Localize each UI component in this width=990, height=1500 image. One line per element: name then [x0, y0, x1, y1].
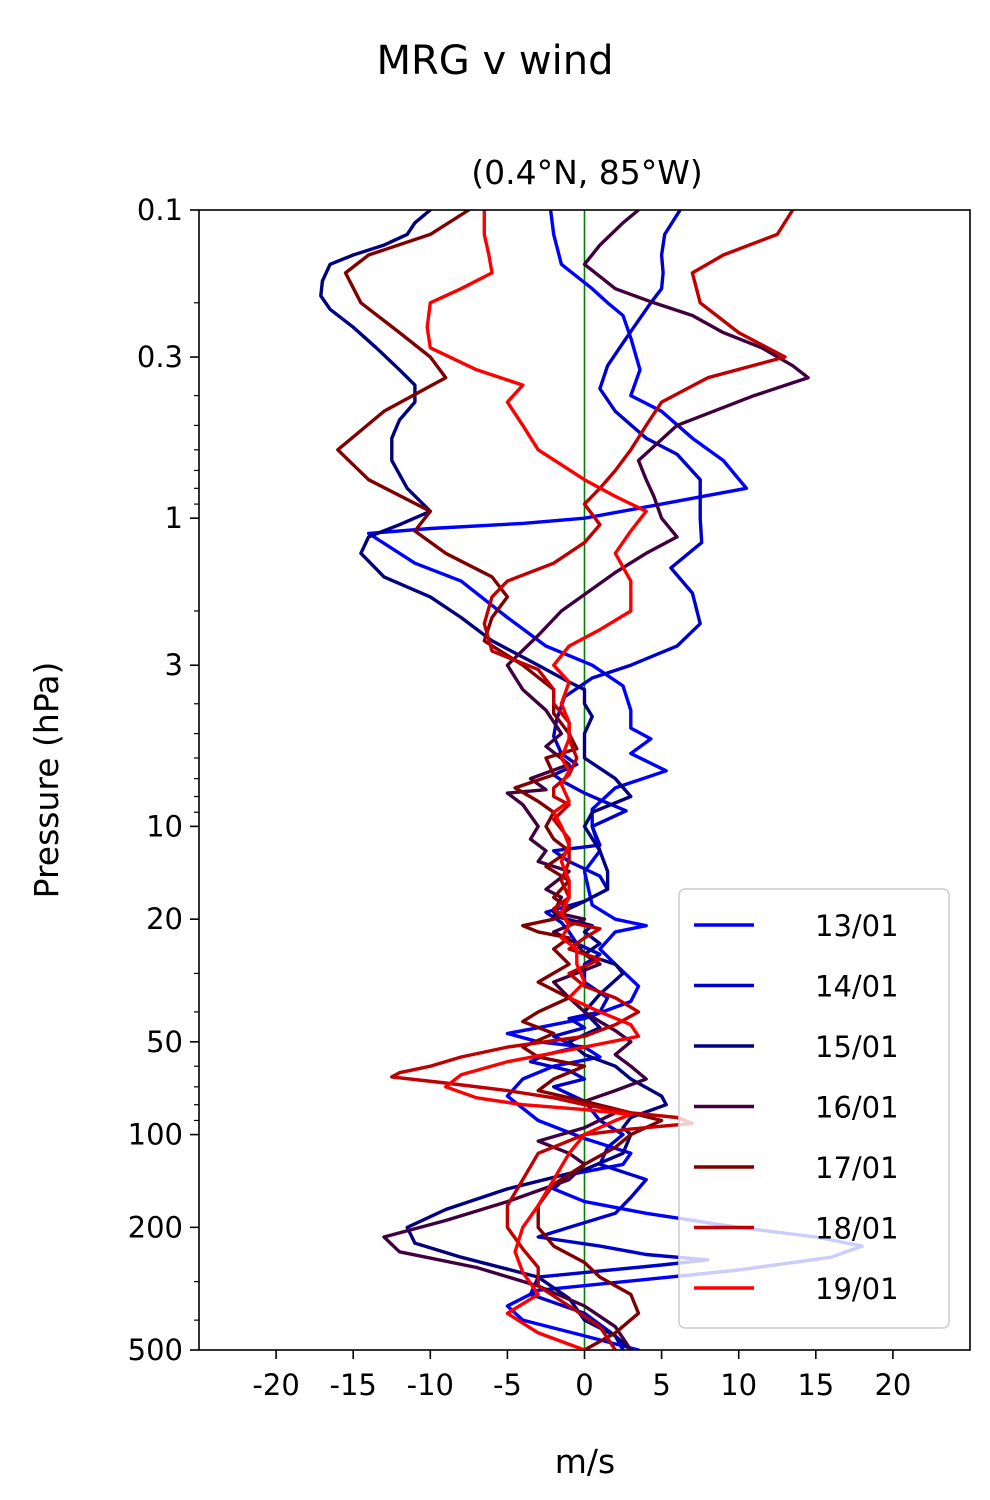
series-line-13-01: [366, 210, 864, 1350]
legend-label: 17/01: [815, 1151, 899, 1185]
chart-suptitle: MRG v wind: [377, 38, 614, 84]
x-tick-label: -5: [493, 1368, 522, 1402]
series-line-17-01: [336, 210, 664, 1350]
legend-frame: [678, 888, 950, 1329]
x-tick-label: 0: [575, 1368, 593, 1402]
y-tick-label: 50: [146, 1025, 183, 1059]
y-axis-label: Pressure (hPa): [27, 662, 66, 899]
legend-label: 18/01: [815, 1212, 899, 1246]
x-tick-label: 5: [652, 1368, 670, 1402]
x-axis: -20 -15 -10 -5 0 5 10 15 20: [252, 1350, 911, 1402]
y-tick-label: 1: [165, 501, 183, 535]
y-tick-label: 100: [128, 1118, 183, 1152]
x-axis-label: m/s: [555, 1442, 615, 1481]
chart-title: (0.4°N, 85°W): [471, 153, 703, 192]
y-tick-label: 0.1: [137, 193, 183, 227]
y-tick-label: 0.3: [137, 340, 183, 374]
series-line-16-01: [382, 210, 810, 1350]
y-tick-label: 20: [146, 902, 183, 936]
y-axis: 0.1 0.3 1 3 10 20 50 100 200 500: [128, 193, 199, 1367]
legend-items: 13/01 14/01 15/01 16/01 17/01 18/01 19/01: [694, 909, 899, 1306]
x-tick-label: -20: [252, 1368, 299, 1402]
x-tick-label: -10: [407, 1368, 454, 1402]
y-tick-label: 3: [165, 648, 183, 682]
legend-label: 19/01: [815, 1272, 899, 1306]
legend-label: 14/01: [815, 970, 899, 1004]
series-line-19-01: [425, 210, 648, 1350]
legend-label: 13/01: [815, 909, 899, 943]
legend: 13/01 14/01 15/01 16/01 17/01 18/01 19/01: [678, 888, 950, 1329]
x-tick-label: -15: [330, 1368, 377, 1402]
x-tick-label: 15: [797, 1368, 834, 1402]
y-tick-label: 10: [146, 809, 183, 843]
x-tick-label: 10: [720, 1368, 757, 1402]
x-tick-label: 20: [874, 1368, 911, 1402]
y-tick-label: 500: [128, 1333, 183, 1367]
legend-label: 16/01: [815, 1091, 899, 1125]
y-tick-label: 200: [128, 1210, 183, 1244]
legend-label: 15/01: [815, 1030, 899, 1064]
